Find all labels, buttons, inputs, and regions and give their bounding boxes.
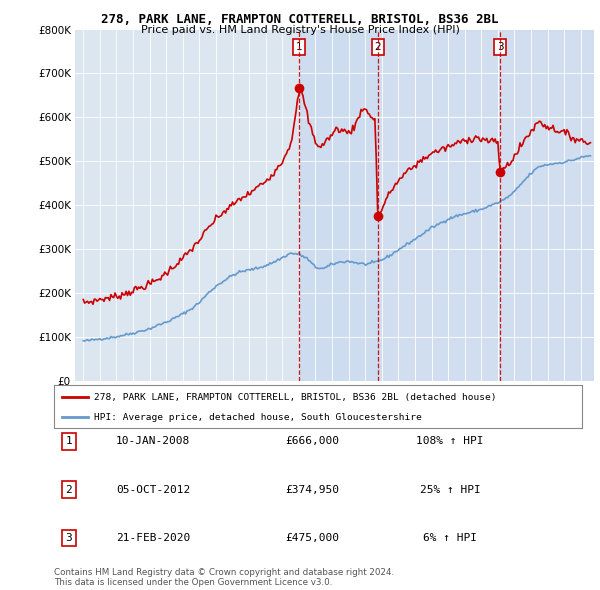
Bar [378,30,594,381]
Text: 278, PARK LANE, FRAMPTON COTTERELL, BRISTOL, BS36 2BL (detached house): 278, PARK LANE, FRAMPTON COTTERELL, BRIS… [94,393,496,402]
Text: 108% ↑ HPI: 108% ↑ HPI [416,437,484,446]
Text: £475,000: £475,000 [285,533,339,543]
Text: 1: 1 [65,437,73,446]
Text: 1: 1 [296,42,302,52]
Text: 2: 2 [374,42,381,52]
Text: 278, PARK LANE, FRAMPTON COTTERELL, BRISTOL, BS36 2BL: 278, PARK LANE, FRAMPTON COTTERELL, BRIS… [101,13,499,26]
Text: 6% ↑ HPI: 6% ↑ HPI [423,533,477,543]
Text: 3: 3 [497,42,503,52]
Bar [299,30,378,381]
Text: £374,950: £374,950 [285,485,339,494]
Text: 05-OCT-2012: 05-OCT-2012 [116,485,190,494]
Text: 25% ↑ HPI: 25% ↑ HPI [419,485,481,494]
Text: Price paid vs. HM Land Registry's House Price Index (HPI): Price paid vs. HM Land Registry's House … [140,25,460,35]
Text: 10-JAN-2008: 10-JAN-2008 [116,437,190,446]
Text: 21-FEB-2020: 21-FEB-2020 [116,533,190,543]
Text: 3: 3 [65,533,73,543]
Text: £666,000: £666,000 [285,437,339,446]
Text: HPI: Average price, detached house, South Gloucestershire: HPI: Average price, detached house, Sout… [94,412,421,422]
Text: 2: 2 [65,485,73,494]
Text: Contains HM Land Registry data © Crown copyright and database right 2024.: Contains HM Land Registry data © Crown c… [54,568,394,576]
Text: This data is licensed under the Open Government Licence v3.0.: This data is licensed under the Open Gov… [54,578,332,587]
